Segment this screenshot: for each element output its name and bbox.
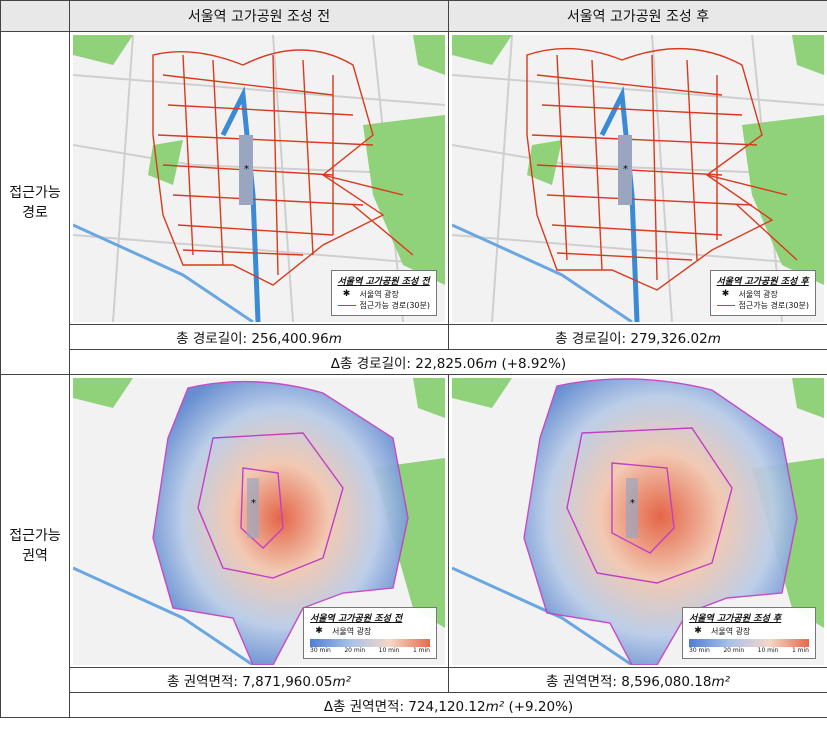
- star-icon: ✱: [342, 289, 351, 299]
- route-map-row: 접근가능 경로: [0, 31, 827, 375]
- route-unit: m: [484, 356, 498, 372]
- area-unit: m²: [332, 674, 351, 690]
- route-delta-summary: Δ총 경로길이: 22,825.06m (+8.92%): [69, 349, 827, 375]
- scale-label: 1 min: [412, 646, 430, 654]
- scale-label: 30 min: [689, 646, 710, 654]
- svg-text:*: *: [623, 164, 628, 175]
- scale-label: 20 min: [344, 646, 366, 654]
- scale-label: 20 min: [723, 646, 745, 654]
- route-after-summary: 총 경로길이: 279,326.02m: [448, 324, 827, 350]
- route-label-line2: 경로: [22, 205, 48, 221]
- area-delta-pct: (+9.20%): [508, 699, 574, 715]
- route-delta-value: 22,825.06: [415, 356, 484, 372]
- area-unit: m²: [711, 674, 730, 690]
- header-after: 서울역 고가공원 조성 후: [448, 0, 827, 32]
- corner-cell: [0, 0, 70, 32]
- legend-plaza: 서울역 광장: [332, 626, 372, 636]
- route-delta-row: Δ총 경로길이: 22,825.06m (+8.92%): [1, 349, 827, 375]
- route-map-before-image: *: [73, 34, 445, 322]
- star-icon: ✱: [721, 289, 730, 299]
- legend-plaza: 서울역 광장: [359, 289, 399, 299]
- route-after-legend: 서울역 고가공원 조성 후 ✱ 서울역 광장 접근가능 경로(30분): [709, 269, 816, 316]
- scale-label: 30 min: [310, 646, 331, 654]
- route-before-summary: 총 경로길이: 256,400.96m: [69, 324, 449, 350]
- time-scale-bar: [310, 638, 430, 647]
- area-map-row: 접근가능 권역: [0, 374, 827, 718]
- area-label-line1: 접근가능: [9, 528, 61, 544]
- area-delta-row: Δ총 권역면적: 724,120.12m² (+9.20%): [1, 692, 827, 718]
- legend-title: 서울역 고가공원 조성 전: [337, 276, 430, 287]
- route-after-label: 총 경로길이:: [555, 331, 627, 347]
- area-unit: m²: [485, 699, 505, 715]
- route-map-after-cell: * 서울역 고가공원 조성 후 ✱ 서울역 광장 접근가능 경로(30분): [448, 31, 827, 325]
- legend-route: 접근가능 경로(30분): [359, 300, 430, 310]
- area-before-legend: 서울역 고가공원 조성 전 ✱ 서울역 광장 30 min 20 min 10 m…: [303, 606, 437, 659]
- star-icon: ✱: [694, 626, 702, 636]
- legend-plaza: 서울역 광장: [711, 626, 751, 636]
- header-before: 서울역 고가공원 조성 전: [69, 0, 449, 32]
- area-after-legend: 서울역 고가공원 조성 후 ✱ 서울역 광장 30 min 20 min 10 m…: [682, 606, 816, 659]
- route-delta-pct: (+8.92%): [501, 356, 567, 372]
- area-map-after-image: *: [452, 377, 824, 665]
- route-line-icon: [716, 304, 735, 306]
- area-after-label: 총 권역면적:: [546, 674, 617, 690]
- legend-title: 서울역 고가공원 조성 후: [689, 613, 782, 624]
- area-after-value: 8,596,080.18: [621, 674, 712, 690]
- area-before-value: 7,871,960.05: [242, 674, 333, 690]
- scale-label: 1 min: [791, 646, 809, 654]
- legend-route: 접근가능 경로(30분): [738, 300, 809, 310]
- route-summary-row: 총 경로길이: 256,400.96m 총 경로길이: 279,326.02m: [1, 324, 827, 350]
- header-row: 서울역 고가공원 조성 전 서울역 고가공원 조성 후: [0, 0, 827, 32]
- area-after-summary: 총 권역면적: 8,596,080.18m²: [448, 667, 827, 693]
- route-map-before: * 서울역 고가공원 조성 전 ✱ 서울역 광장 접근가능 경로(30분): [73, 34, 445, 322]
- route-unit: m: [328, 331, 342, 347]
- route-before-legend: 서울역 고가공원 조성 전 ✱ 서울역 광장 접근가능 경로(30분): [330, 269, 437, 316]
- time-scale-bar: [689, 638, 809, 647]
- area-label-line2: 권역: [22, 548, 48, 564]
- area-delta-value: 724,120.12: [408, 699, 486, 715]
- route-delta-label: Δ총 경로길이:: [330, 356, 411, 372]
- area-before-summary: 총 권역면적: 7,871,960.05m²: [69, 667, 449, 693]
- area-row-label: 접근가능 권역: [0, 374, 70, 718]
- route-map-after: * 서울역 고가공원 조성 후 ✱ 서울역 광장 접근가능 경로(30분): [452, 34, 824, 322]
- route-row-label: 접근가능 경로: [0, 31, 70, 375]
- area-summary-row: 총 권역면적: 7,871,960.05m² 총 권역면적: 8,596,080…: [1, 667, 827, 693]
- route-line-icon: [337, 304, 356, 306]
- area-delta-summary: Δ총 권역면적: 724,120.12m² (+9.20%): [69, 692, 827, 718]
- area-map-after-cell: * 서울역 고가공원 조성 후 ✱ 서울역 광장 30 min 20 min 10…: [448, 374, 827, 668]
- route-before-value: 256,400.96: [251, 331, 329, 347]
- area-map-before-cell: * 서울역 고가공원 조성 전 ✱ 서울역 광장 30 min 20 min 10…: [69, 374, 449, 668]
- area-delta-label: Δ총 권역면적:: [323, 699, 404, 715]
- area-map-before: * 서울역 고가공원 조성 전 ✱ 서울역 광장 30 min 20 min 10…: [73, 377, 445, 665]
- route-after-value: 279,326.02: [630, 331, 708, 347]
- route-unit: m: [707, 331, 721, 347]
- route-label-line1: 접근가능: [9, 185, 61, 201]
- legend-plaza: 서울역 광장: [738, 289, 778, 299]
- legend-title: 서울역 고가공원 조성 전: [310, 613, 403, 624]
- svg-text:*: *: [630, 498, 635, 509]
- svg-text:*: *: [251, 498, 256, 509]
- route-map-before-cell: * 서울역 고가공원 조성 전 ✱ 서울역 광장 접근가능 경로(30분): [69, 31, 449, 325]
- star-icon: ✱: [315, 626, 323, 636]
- area-map-after: * 서울역 고가공원 조성 후 ✱ 서울역 광장 30 min 20 min 10…: [452, 377, 824, 665]
- scale-label: 10 min: [378, 646, 400, 654]
- svg-text:*: *: [244, 164, 249, 175]
- area-before-label: 총 권역면적:: [167, 674, 238, 690]
- legend-title: 서울역 고가공원 조성 후: [716, 276, 809, 287]
- scale-label: 10 min: [757, 646, 779, 654]
- route-before-label: 총 경로길이:: [176, 331, 248, 347]
